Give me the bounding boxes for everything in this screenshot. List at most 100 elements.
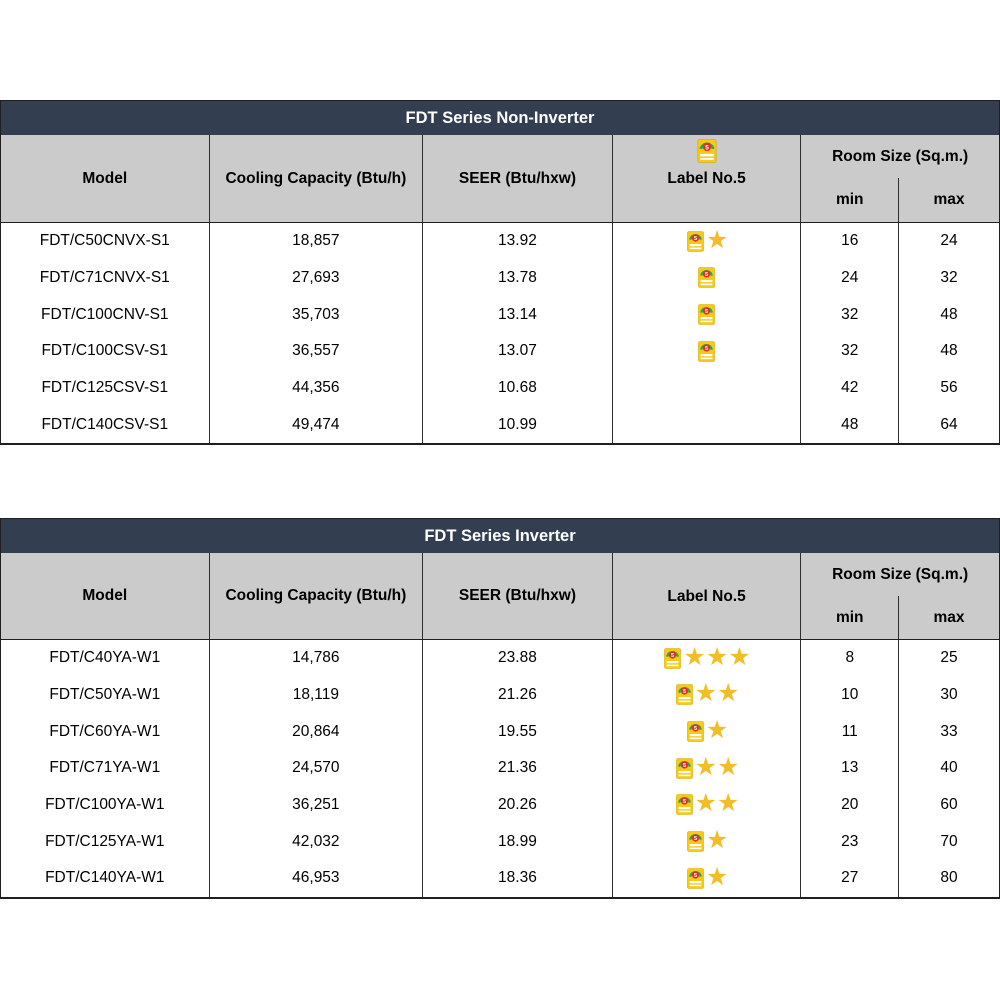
table-row: FDT/C100CSV-S1 36,557 13.07 5 32 48 (1, 332, 999, 370)
model-cell: FDT/C125YA-W1 (1, 823, 210, 860)
seer-cell: 13.14 (423, 296, 613, 333)
column-header-label-no5: Label No.5 (613, 553, 802, 639)
svg-text:5: 5 (683, 689, 686, 695)
star-icon: ★ (705, 225, 728, 254)
room-min-cell-text: 13 (841, 759, 859, 777)
svg-text:5: 5 (694, 726, 697, 732)
seer-cell-text: 20.26 (498, 796, 537, 814)
room-min-cell: 13 (801, 749, 900, 787)
energy-label-no5-icon: 5 (697, 139, 717, 163)
label-rating-cell: 5 (613, 332, 802, 370)
column-header-min-label: min (835, 191, 864, 209)
room-min-cell: 32 (801, 332, 900, 370)
column-header-cooling-capacity-label: Cooling Capacity (Btu/h) (225, 169, 407, 187)
cooling-capacity-cell-text: 36,557 (292, 342, 340, 360)
star-icon: ★ (694, 789, 717, 818)
room-max-cell: 30 (899, 677, 999, 714)
model-cell-text: FDT/C60YA-W1 (49, 722, 161, 740)
room-max-cell: 80 (899, 860, 999, 897)
label-rating-cell: 5 ★ (613, 713, 802, 750)
table-title-bar: FDT Series Inverter (1, 519, 999, 553)
room-max-cell: 48 (899, 296, 999, 333)
model-cell-text: FDT/C71YA-W1 (49, 759, 161, 777)
cooling-capacity-cell-text: 27,693 (292, 269, 340, 287)
room-size-merged-header: Room Size (Sq.m.) (801, 135, 999, 178)
svg-text:5: 5 (694, 836, 697, 842)
energy-label-no5-icon: 5 (687, 867, 704, 889)
energy-label-no5-icon: 5 (664, 648, 682, 669)
seer-cell-text: 13.92 (498, 232, 537, 250)
cooling-capacity-cell: 44,356 (210, 369, 424, 407)
cooling-capacity-cell: 14,786 (210, 640, 424, 677)
table-body: FDT/C50CNVX-S1 18,857 13.92 5 ★ 16 24 FDT/C71… (1, 223, 999, 443)
column-header-room-size: Room Size (Sq.m.) min max (801, 135, 999, 222)
room-max-cell: 24 (899, 223, 999, 260)
room-min-cell-text: 16 (841, 232, 859, 250)
model-cell-text: FDT/C125CSV-S1 (41, 379, 169, 397)
table-row: FDT/C125CSV-S1 44,356 10.68 42 56 (1, 369, 999, 407)
room-max-cell-text: 32 (940, 269, 958, 287)
seer-cell: 19.55 (423, 713, 613, 750)
room-max-cell: 56 (899, 370, 999, 407)
model-cell: FDT/C100YA-W1 (1, 786, 210, 824)
cooling-capacity-cell-text: 14,786 (292, 649, 340, 667)
label-rating-cell: 5 (613, 259, 802, 297)
table-row: FDT/C140YA-W1 46,953 18.36 5 ★ 27 80 (1, 859, 999, 897)
room-min-cell: 16 (801, 223, 900, 260)
column-header-label-no5: 5 Label No.5 (613, 135, 802, 222)
cooling-capacity-cell-text: 20,864 (292, 722, 340, 740)
room-max-cell: 64 (899, 406, 999, 443)
table-row: FDT/C40YA-W1 14,786 23.88 5 ★ ★ ★ 8 25 (1, 640, 999, 677)
room-min-cell-text: 32 (841, 305, 859, 323)
room-min-cell-text: 20 (841, 796, 859, 814)
label-rating-cell: 5 ★ (613, 859, 802, 897)
seer-cell-text: 23.88 (498, 649, 537, 667)
room-max-cell-text: 33 (940, 722, 958, 740)
room-max-cell: 32 (899, 260, 999, 297)
room-max-cell-text: 70 (940, 832, 958, 850)
table-title-text: FDT Series Inverter (424, 526, 576, 545)
cooling-capacity-cell-text: 35,703 (292, 305, 340, 323)
column-header-max-label: max (933, 608, 965, 626)
room-max-cell-text: 60 (940, 796, 958, 814)
room-min-cell: 20 (801, 786, 900, 824)
model-cell-text: FDT/C40YA-W1 (49, 649, 161, 667)
cooling-capacity-cell-text: 18,119 (292, 686, 339, 704)
room-min-cell: 27 (801, 859, 900, 897)
column-header-max: max (899, 178, 999, 222)
seer-cell: 21.26 (423, 676, 613, 714)
room-size-subheader-row: min max (801, 596, 999, 639)
cooling-capacity-cell-text: 44,356 (292, 379, 340, 397)
table-row: FDT/C71YA-W1 24,570 21.36 5 ★ ★ 13 40 (1, 749, 999, 787)
room-min-cell: 42 (801, 369, 900, 407)
room-max-cell-text: 48 (940, 342, 958, 360)
room-max-cell: 70 (899, 823, 999, 860)
label-rating-cell: 5 (613, 296, 802, 333)
energy-label-no5-icon: 5 (687, 231, 704, 252)
seer-cell-text: 10.68 (498, 379, 537, 397)
energy-label-no5-icon: 5 (687, 721, 704, 742)
seer-cell-text: 18.99 (498, 832, 537, 850)
room-max-cell: 33 (899, 713, 999, 750)
model-cell-text: FDT/C71CNVX-S1 (39, 269, 170, 287)
column-header-model-label: Model (82, 587, 128, 605)
table-row: FDT/C100CNV-S1 35,703 13.14 5 32 48 (1, 296, 999, 333)
cooling-capacity-cell: 27,693 (210, 259, 424, 297)
model-cell: FDT/C50YA-W1 (1, 676, 210, 714)
column-header-label-no5-label: Label No.5 (667, 169, 746, 187)
cooling-capacity-cell-text: 18,857 (292, 232, 340, 250)
room-max-cell: 40 (899, 750, 999, 787)
table-row: FDT/C50YA-W1 18,119 21.26 5 ★ ★ 10 30 (1, 676, 999, 714)
cooling-capacity-cell: 18,857 (210, 223, 424, 260)
star-icon: ★ (683, 642, 705, 671)
room-min-cell-text: 24 (841, 269, 859, 287)
star-icon: ★ (705, 716, 728, 745)
cooling-capacity-cell: 24,570 (210, 749, 424, 787)
label-rating-cell: 5 ★ ★ (613, 749, 802, 787)
column-header-label-no5-label: Label No.5 (667, 588, 746, 606)
seer-cell: 10.68 (423, 369, 613, 407)
room-max-cell-text: 24 (940, 232, 958, 250)
table-header-row: Model Cooling Capacity (Btu/h) SEER (Btu… (1, 553, 999, 640)
star-icon: ★ (694, 679, 717, 708)
svg-text:5: 5 (705, 144, 709, 151)
